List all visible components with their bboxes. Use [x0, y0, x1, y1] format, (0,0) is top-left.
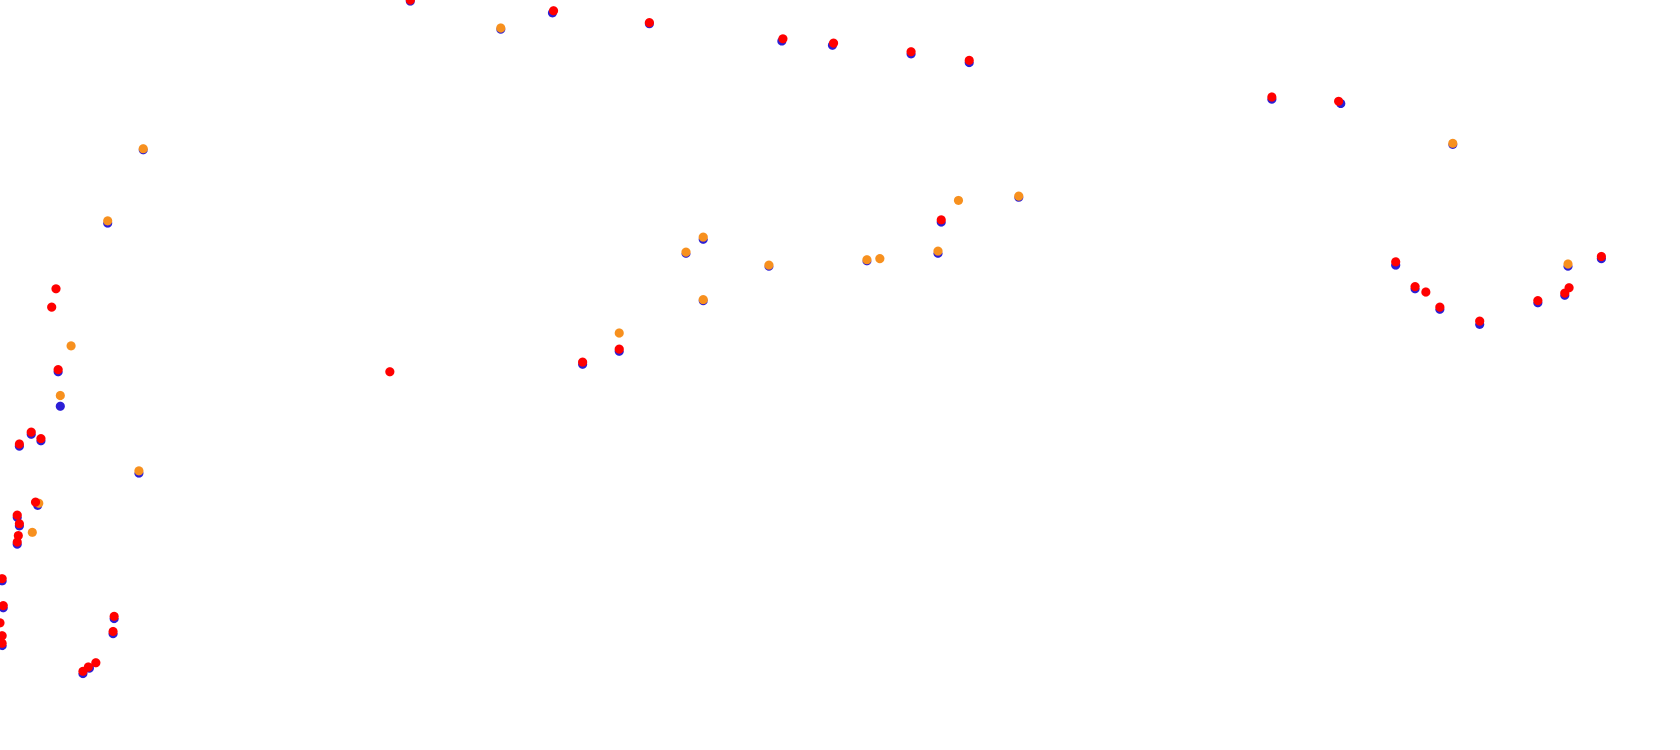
scatter-point	[91, 658, 101, 668]
scatter-point	[1410, 282, 1420, 292]
scatter-point	[36, 433, 46, 444]
scatter-point	[134, 466, 144, 476]
scatter-point	[964, 55, 974, 65]
scatter-point	[1533, 296, 1543, 306]
scatter-point	[30, 497, 41, 507]
scatter-point	[698, 294, 708, 305]
scatter-point	[1475, 316, 1485, 326]
scatter-point	[875, 254, 885, 264]
scatter-point	[933, 246, 943, 256]
scatter-point	[14, 439, 24, 449]
scatter-point	[12, 510, 22, 520]
scatter-point	[103, 216, 113, 226]
scatter-point	[14, 519, 24, 529]
scatter-point	[828, 38, 839, 48]
scatter-point	[1564, 283, 1574, 293]
scatter-point	[1014, 191, 1024, 201]
scatter-point	[0, 638, 7, 648]
scatter-point	[496, 23, 506, 33]
scatter-point	[12, 537, 22, 547]
scatter-point	[0, 631, 7, 641]
scatter-point	[55, 390, 65, 401]
scatter-point	[1435, 302, 1445, 312]
scatter-point	[109, 611, 119, 621]
scatter-point	[0, 618, 5, 628]
scatter-point	[614, 344, 624, 354]
scatter-point	[936, 215, 946, 225]
scatter-point	[764, 260, 774, 270]
scatter-point	[385, 367, 395, 377]
scatter-point	[1391, 257, 1401, 267]
scatter-point	[0, 601, 8, 611]
scatter-point	[26, 427, 36, 437]
scatter-point	[681, 247, 691, 257]
scatter-point	[108, 626, 118, 637]
scatter-point	[1334, 96, 1344, 106]
scatter-point	[644, 18, 654, 28]
scatter-point	[1563, 259, 1573, 269]
scatter-point	[138, 144, 148, 154]
scatter-point	[53, 365, 63, 375]
scatter-point	[47, 302, 57, 312]
scatter-point	[27, 527, 37, 537]
scatter-point	[578, 357, 588, 367]
scatter-point	[906, 47, 916, 57]
scatter-point	[55, 401, 65, 411]
scatter-point	[1267, 92, 1277, 102]
scatter-point	[698, 232, 708, 242]
scatter-point	[1421, 287, 1431, 297]
scatter-point	[405, 0, 415, 5]
scatter-point	[548, 6, 559, 16]
scatter-point	[1596, 251, 1606, 262]
scatter-point	[614, 328, 624, 338]
scatter-point	[66, 341, 76, 351]
scatter-point	[0, 574, 7, 584]
scatter-point	[953, 195, 964, 206]
scatter-point	[778, 34, 788, 44]
scatter-point	[1448, 138, 1458, 148]
scatter-point	[862, 255, 872, 265]
scatter-point	[51, 284, 61, 294]
scatter-point	[78, 666, 88, 676]
